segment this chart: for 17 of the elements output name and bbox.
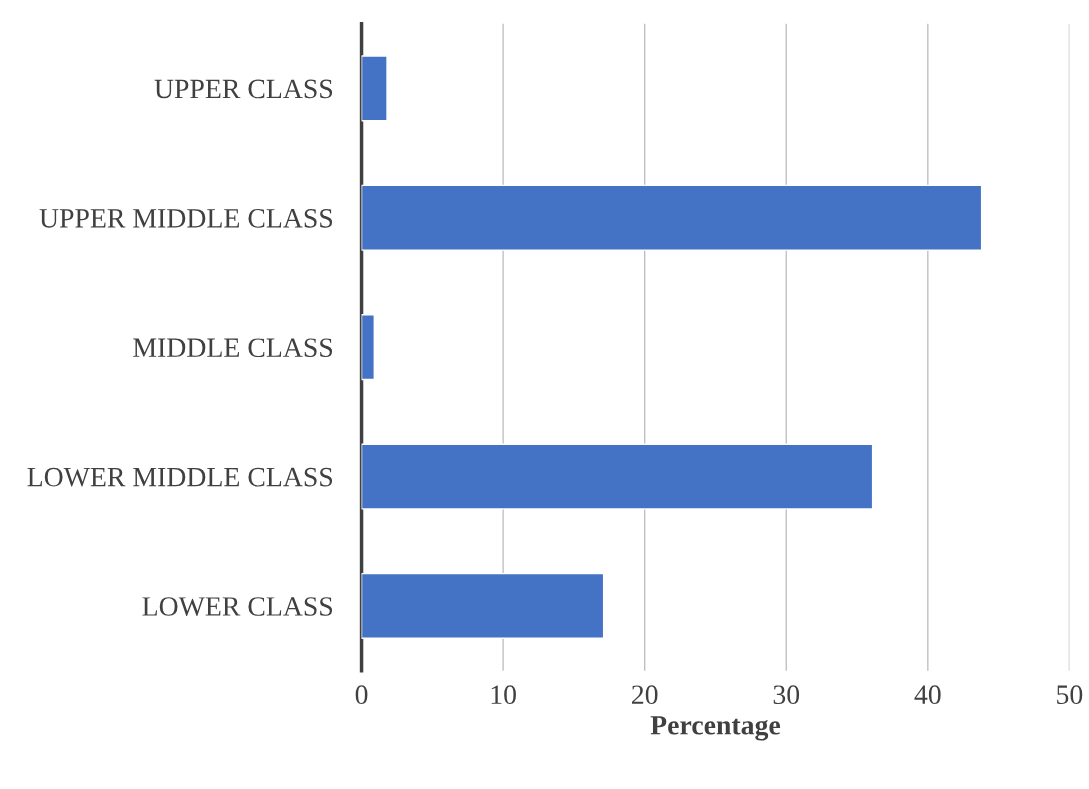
x-tick-label: 40 (914, 685, 941, 705)
bar (361, 572, 605, 639)
x-tick-label: 20 (632, 685, 658, 705)
x-tick-label: 30 (773, 685, 800, 705)
bar (361, 443, 874, 510)
bar (361, 314, 375, 381)
y-tick-label: LOWER CLASS (142, 597, 333, 617)
bar (361, 184, 983, 251)
y-tick-label: UPPER MIDDLE CLASS (39, 209, 333, 228)
x-tick-label: 10 (491, 685, 516, 705)
x-tick-label: 50 (1057, 685, 1083, 705)
y-tick-label: LOWER MIDDLE CLASS (27, 467, 333, 487)
bar (361, 55, 388, 122)
y-tick-label: UPPER CLASS (154, 79, 333, 99)
y-tick-label: MIDDLE CLASS (133, 338, 333, 358)
x-tick-label: 0 (355, 685, 368, 705)
x-axis-title: Percentage (650, 716, 781, 741)
